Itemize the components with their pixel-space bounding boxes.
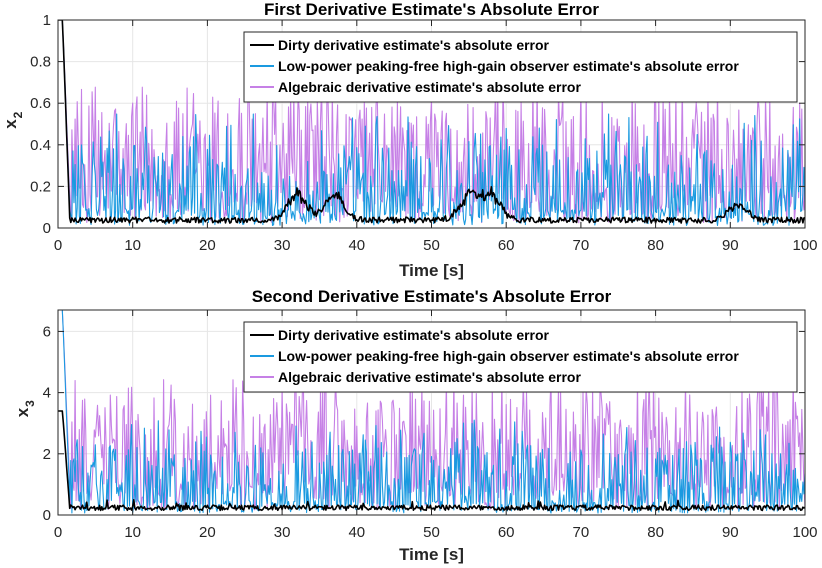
series-line bbox=[58, 20, 805, 224]
x-tick-label: 70 bbox=[573, 524, 590, 541]
x-tick-label: 0 bbox=[54, 524, 62, 541]
legend-entry: Dirty derivative estimate's absolute err… bbox=[278, 327, 550, 343]
chart-2: 0 10 20 30 40 50 60 70 80 90 100 0 2 4 6 Second Derivat… bbox=[13, 287, 818, 564]
x-tick-label: 40 bbox=[348, 524, 365, 541]
x-tick-label: 20 bbox=[199, 524, 216, 541]
y-tick-label: 0.4 bbox=[30, 137, 51, 154]
y-tick-label: 1 bbox=[43, 12, 51, 29]
x-tick-label: 100 bbox=[792, 237, 817, 254]
x-tick-label: 30 bbox=[274, 237, 291, 254]
y-tick-label: 0 bbox=[43, 220, 51, 237]
y-tick-label: 0.8 bbox=[30, 54, 51, 71]
legend-entry: Low-power peaking-free high-gain observe… bbox=[278, 348, 739, 364]
legend-entry: Low-power peaking-free high-gain observe… bbox=[278, 58, 739, 74]
y-tick-label: 0.2 bbox=[30, 178, 51, 195]
legend-box bbox=[243, 31, 798, 103]
x-tick-label: 100 bbox=[792, 524, 817, 541]
legend-entry: Algebraic derivative estimate's absolute… bbox=[278, 79, 581, 95]
series-line bbox=[58, 20, 805, 227]
legend: Dirty derivative estimate's absolute err… bbox=[243, 321, 798, 393]
x-tick-label: 70 bbox=[573, 237, 590, 254]
x-tick-label: 60 bbox=[498, 524, 515, 541]
y-tick-label: 2 bbox=[43, 446, 51, 463]
x-tick-label: 30 bbox=[274, 524, 291, 541]
x-tick-label: 10 bbox=[124, 237, 141, 254]
legend-entry: Algebraic derivative estimate's absolute… bbox=[278, 369, 581, 385]
y-axis-label-subscript: 3 bbox=[23, 400, 37, 407]
x-tick-label: 50 bbox=[423, 237, 440, 254]
x-tick-label: 90 bbox=[722, 524, 739, 541]
y-tick-label: 6 bbox=[43, 323, 51, 340]
legend-box bbox=[243, 321, 798, 393]
series-line bbox=[58, 310, 805, 514]
x-tick-label: 0 bbox=[54, 237, 62, 254]
chart-title: First Derivative Estimate's Absolute Err… bbox=[264, 0, 599, 19]
x-axis-label: Time [s] bbox=[399, 261, 464, 280]
legend-entry: Dirty derivative estimate's absolute err… bbox=[278, 37, 550, 53]
y-axis-label-group: x2 bbox=[1, 111, 25, 128]
x-tick-label: 50 bbox=[423, 524, 440, 541]
x-tick-label: 60 bbox=[498, 237, 515, 254]
chart-title: Second Derivative Estimate's Absolute Er… bbox=[252, 287, 612, 306]
y-tick-label: 0.6 bbox=[30, 95, 51, 112]
y-axis-label: x bbox=[1, 119, 20, 129]
x-tick-label: 10 bbox=[124, 524, 141, 541]
legend: Dirty derivative estimate's absolute err… bbox=[243, 31, 798, 103]
x-tick-label: 40 bbox=[348, 237, 365, 254]
x-tick-label: 20 bbox=[199, 237, 216, 254]
x-tick-label: 90 bbox=[722, 237, 739, 254]
y-tick-label: 0 bbox=[43, 507, 51, 524]
chart-1: 0 10 20 30 40 50 60 70 80 90 100 0 0.2 0.4 0.6 0.8 1 Firs… bbox=[1, 0, 818, 280]
x-tick-label: 80 bbox=[647, 524, 664, 541]
x-axis-label: Time [s] bbox=[399, 545, 464, 564]
x-tick-label: 80 bbox=[647, 237, 664, 254]
y-axis-label-group: x3 bbox=[13, 400, 37, 417]
y-tick-label: 4 bbox=[43, 385, 51, 402]
y-axis-label-subscript: 2 bbox=[11, 111, 25, 118]
y-axis-label: x bbox=[13, 407, 32, 417]
